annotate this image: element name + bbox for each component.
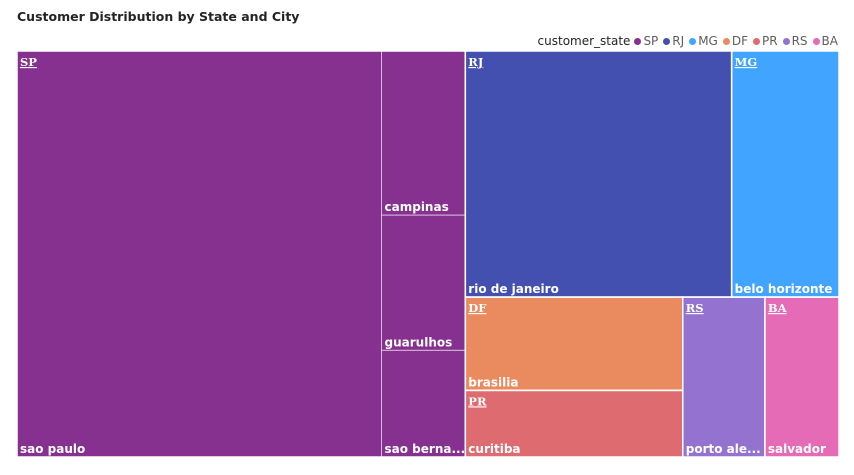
legend-dot-icon [689,37,697,45]
legend-dot-icon [812,37,820,45]
legend-item-ba[interactable]: BA [812,34,838,48]
legend-item-pr[interactable]: PR [753,34,778,48]
treemap-tile-sao-berna[interactable] [381,349,466,458]
state-label[interactable]: RJ [468,55,483,69]
legend: customer_state SP RJ MG DF PR RS BA [538,34,838,48]
city-label: sao paulo [20,442,85,456]
treemap-tile-sao-paulo[interactable] [16,50,383,458]
legend-dot-icon [634,37,642,45]
state-label[interactable]: SP [20,55,37,69]
treemap-tile-campinas[interactable] [381,50,466,216]
legend-label: DF [731,34,748,48]
state-label[interactable]: DF [468,301,487,315]
city-label: rio de janeiro [468,282,559,296]
legend-label: SP [643,34,659,48]
treemap-tile-belo-horizonte[interactable] [731,50,840,298]
treemap-tile-salvador[interactable] [764,296,840,458]
legend-label: RS [791,34,808,48]
legend-item-sp[interactable]: SP [634,34,658,48]
legend-title: customer_state [537,34,631,48]
state-label[interactable]: BA [768,301,788,315]
chart-title: Customer Distribution by State and City [17,9,300,24]
state-group-ba [764,296,840,458]
treemap-tile-brasilia[interactable] [464,296,684,391]
state-label[interactable]: RS [686,301,704,315]
legend-dot-icon [753,37,760,45]
legend-item-df[interactable]: DF [722,34,748,48]
city-label: guarulhos [385,335,453,349]
state-label[interactable]: PR [468,394,487,408]
legend-item-rj[interactable]: RJ [663,34,684,48]
treemap-tile-guarulhos[interactable] [381,214,466,351]
legend-item-mg[interactable]: MG [689,34,718,48]
legend-dot-icon [663,37,671,45]
legend-label: RJ [672,34,685,48]
city-label: salvador [768,442,826,456]
city-label: campinas [385,200,449,214]
city-label: belo horizonte [735,282,833,296]
legend-label: BA [821,34,838,48]
legend-label: PR [762,34,778,48]
city-label: brasilia [468,375,518,389]
state-label[interactable]: MG [735,55,758,69]
legend-item-rs[interactable]: RS [782,34,808,48]
treemap-tile-rio-de-janeiro[interactable] [464,50,733,298]
legend-dot-icon [722,37,730,45]
city-label: porto ale... [686,442,761,456]
city-label: sao berna... [385,442,466,456]
legend-label: MG [698,34,718,48]
treemap-tile-porto-ale[interactable] [682,296,766,458]
city-label: curitiba [468,442,520,456]
legend-dot-icon [782,37,790,45]
